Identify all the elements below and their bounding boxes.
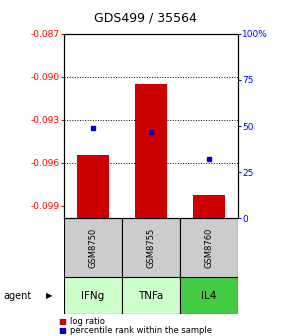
Text: ▶: ▶ (46, 291, 52, 300)
Bar (122, 218, 180, 277)
Bar (64, 277, 122, 314)
Bar (135, 84, 167, 218)
Text: GSM8750: GSM8750 (88, 228, 97, 268)
Text: percentile rank within the sample: percentile rank within the sample (70, 327, 212, 335)
Bar (64, 218, 122, 277)
Text: agent: agent (3, 291, 31, 301)
Bar (122, 277, 180, 314)
Bar (77, 155, 109, 218)
Text: ■: ■ (58, 318, 66, 326)
Bar (180, 218, 238, 277)
Text: TNFa: TNFa (138, 291, 164, 301)
Bar (180, 277, 238, 314)
Text: log ratio: log ratio (70, 318, 104, 326)
Bar (193, 196, 225, 218)
Text: IFNg: IFNg (81, 291, 104, 301)
Text: ■: ■ (58, 327, 66, 335)
Text: IL4: IL4 (201, 291, 217, 301)
Text: GSM8755: GSM8755 (146, 228, 155, 268)
Text: GDS499 / 35564: GDS499 / 35564 (94, 12, 196, 25)
Text: GSM8760: GSM8760 (204, 227, 213, 268)
